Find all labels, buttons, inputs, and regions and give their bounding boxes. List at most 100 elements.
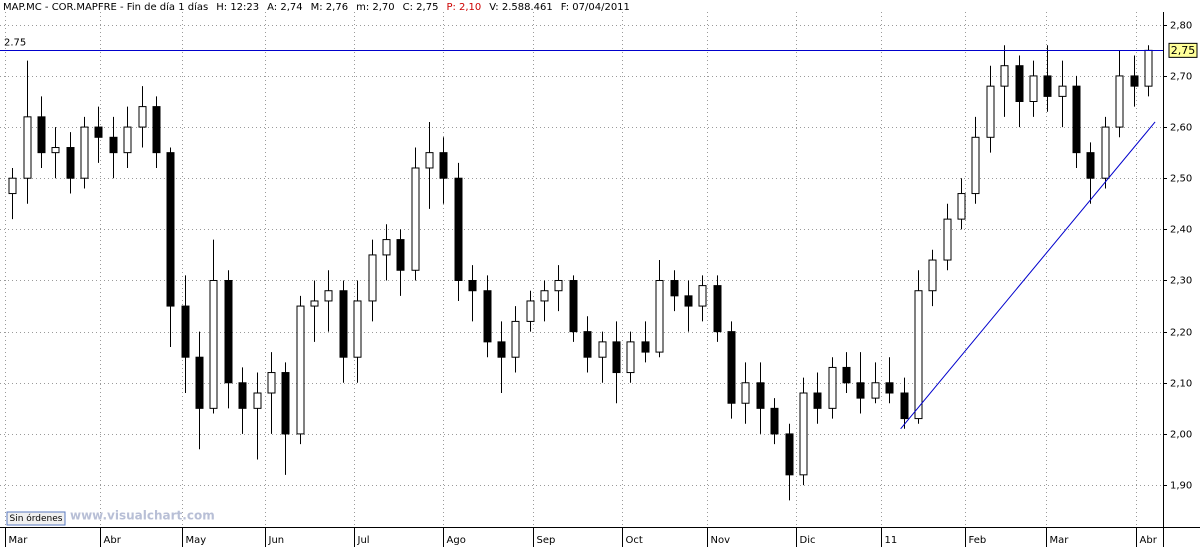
candle-body bbox=[454, 177, 463, 281]
candle-body bbox=[1058, 85, 1067, 97]
candle-body bbox=[526, 300, 535, 322]
candle-body bbox=[554, 279, 563, 292]
watermark: www.visualchart.com bbox=[70, 509, 215, 523]
candle-body bbox=[641, 341, 650, 353]
candle-body bbox=[626, 341, 635, 374]
candle-body bbox=[569, 279, 578, 333]
candle-body bbox=[813, 392, 822, 409]
candle-body bbox=[928, 259, 937, 292]
candle-body bbox=[238, 382, 247, 409]
y-tick-label: 2,40 bbox=[1170, 225, 1192, 236]
header-item: A: 2,74 bbox=[267, 2, 302, 13]
candle-body bbox=[612, 341, 621, 374]
candle-body bbox=[885, 382, 894, 394]
candle-body bbox=[497, 341, 506, 358]
header-item: m: 2,70 bbox=[356, 2, 395, 13]
candle-body bbox=[209, 279, 218, 409]
candle-body bbox=[785, 433, 794, 476]
candle-body bbox=[8, 177, 17, 195]
x-tick-label: Mar bbox=[1050, 535, 1070, 546]
candle-body bbox=[986, 85, 995, 138]
candle-body bbox=[94, 126, 103, 138]
candle-body bbox=[756, 382, 765, 409]
candle-body bbox=[698, 285, 707, 307]
y-tick-label: 2,80 bbox=[1170, 21, 1192, 32]
orders-button-label[interactable]: Sin órdenes bbox=[9, 513, 62, 524]
candle-body bbox=[856, 382, 865, 399]
last-price-box bbox=[1168, 42, 1198, 58]
x-tick-label: Nov bbox=[711, 535, 731, 546]
candle-body bbox=[799, 392, 808, 476]
x-tick-label: Jun bbox=[268, 535, 285, 546]
candle-body bbox=[871, 382, 880, 399]
candle-body bbox=[900, 392, 909, 420]
candle-body bbox=[109, 136, 118, 154]
header: MAP.MC - COR.MAPFRE - Fin de día 1 días H… bbox=[3, 1, 630, 13]
candle-body bbox=[267, 372, 276, 394]
candle-body bbox=[1029, 75, 1038, 102]
y-tick-label: 2,10 bbox=[1170, 379, 1192, 390]
header-item: F: 07/04/2011 bbox=[561, 2, 630, 13]
candle-body bbox=[1043, 75, 1052, 97]
candle-body bbox=[1130, 75, 1139, 87]
candle-body bbox=[23, 116, 32, 179]
x-tick-label: 11 bbox=[885, 535, 898, 546]
candle-body bbox=[253, 392, 262, 409]
candle-body bbox=[1101, 126, 1110, 179]
y-tick-label: 2,50 bbox=[1170, 174, 1192, 185]
x-tick-label: Ago bbox=[447, 535, 466, 546]
candle-body bbox=[382, 239, 391, 256]
trendline bbox=[900, 121, 1156, 430]
candle-body bbox=[914, 290, 923, 420]
candle-body bbox=[439, 152, 448, 179]
candle-body bbox=[396, 239, 405, 271]
header-item: MAP.MC - COR.MAPFRE - Fin de día 1 días bbox=[3, 1, 208, 13]
candle-body bbox=[66, 147, 75, 179]
candle-body bbox=[468, 279, 477, 292]
last-price-label: 2,75 bbox=[1171, 44, 1196, 57]
candle-body bbox=[511, 320, 520, 358]
x-tick-label: Dic bbox=[800, 535, 816, 546]
candle-body bbox=[598, 341, 607, 358]
header-item: V: 2.588.461 bbox=[489, 2, 552, 13]
candle-body bbox=[281, 372, 290, 435]
x-tick-label: Sep bbox=[537, 535, 556, 546]
candle-body bbox=[353, 300, 362, 358]
candle-body bbox=[339, 290, 348, 358]
candle-body bbox=[842, 366, 851, 384]
x-tick-label: Feb bbox=[969, 535, 987, 546]
candle-body bbox=[296, 305, 305, 435]
candles bbox=[8, 45, 1153, 501]
y-tick-label: 2,60 bbox=[1170, 123, 1192, 134]
x-tick-label: Mar bbox=[9, 535, 29, 546]
candle-body bbox=[1115, 75, 1124, 128]
x-tick-label: May bbox=[186, 535, 207, 546]
candle-body bbox=[310, 300, 319, 307]
x-tick-label: Abr bbox=[104, 535, 122, 546]
header-item: H: 12:23 bbox=[216, 2, 259, 13]
candle-body bbox=[37, 116, 46, 154]
candle-body bbox=[195, 356, 204, 409]
candle-body bbox=[583, 331, 592, 358]
candle-body bbox=[655, 279, 664, 353]
candle-body bbox=[51, 147, 60, 154]
candle-body bbox=[181, 305, 190, 358]
candle-body bbox=[1086, 152, 1095, 179]
orders-button[interactable] bbox=[6, 511, 66, 526]
header-item: M: 2,76 bbox=[311, 2, 348, 13]
candle-body bbox=[770, 407, 779, 435]
candle-body bbox=[727, 331, 736, 404]
candle-body bbox=[166, 152, 175, 307]
candle-body bbox=[324, 290, 333, 302]
axes: 1,90 2,00 2,10 2,20 2,30 2,40 2,50 2,60 2,70 2,80… bbox=[5, 21, 1198, 547]
candle-body bbox=[957, 193, 966, 220]
candle-body bbox=[224, 279, 233, 384]
candle-body bbox=[684, 295, 693, 307]
header-item: C: 2,75 bbox=[403, 2, 439, 13]
candle-body bbox=[152, 106, 161, 154]
candle-body bbox=[368, 254, 377, 302]
y-tick-label: 2,70 bbox=[1170, 72, 1192, 83]
header-item: P: 2,10 bbox=[446, 2, 481, 13]
